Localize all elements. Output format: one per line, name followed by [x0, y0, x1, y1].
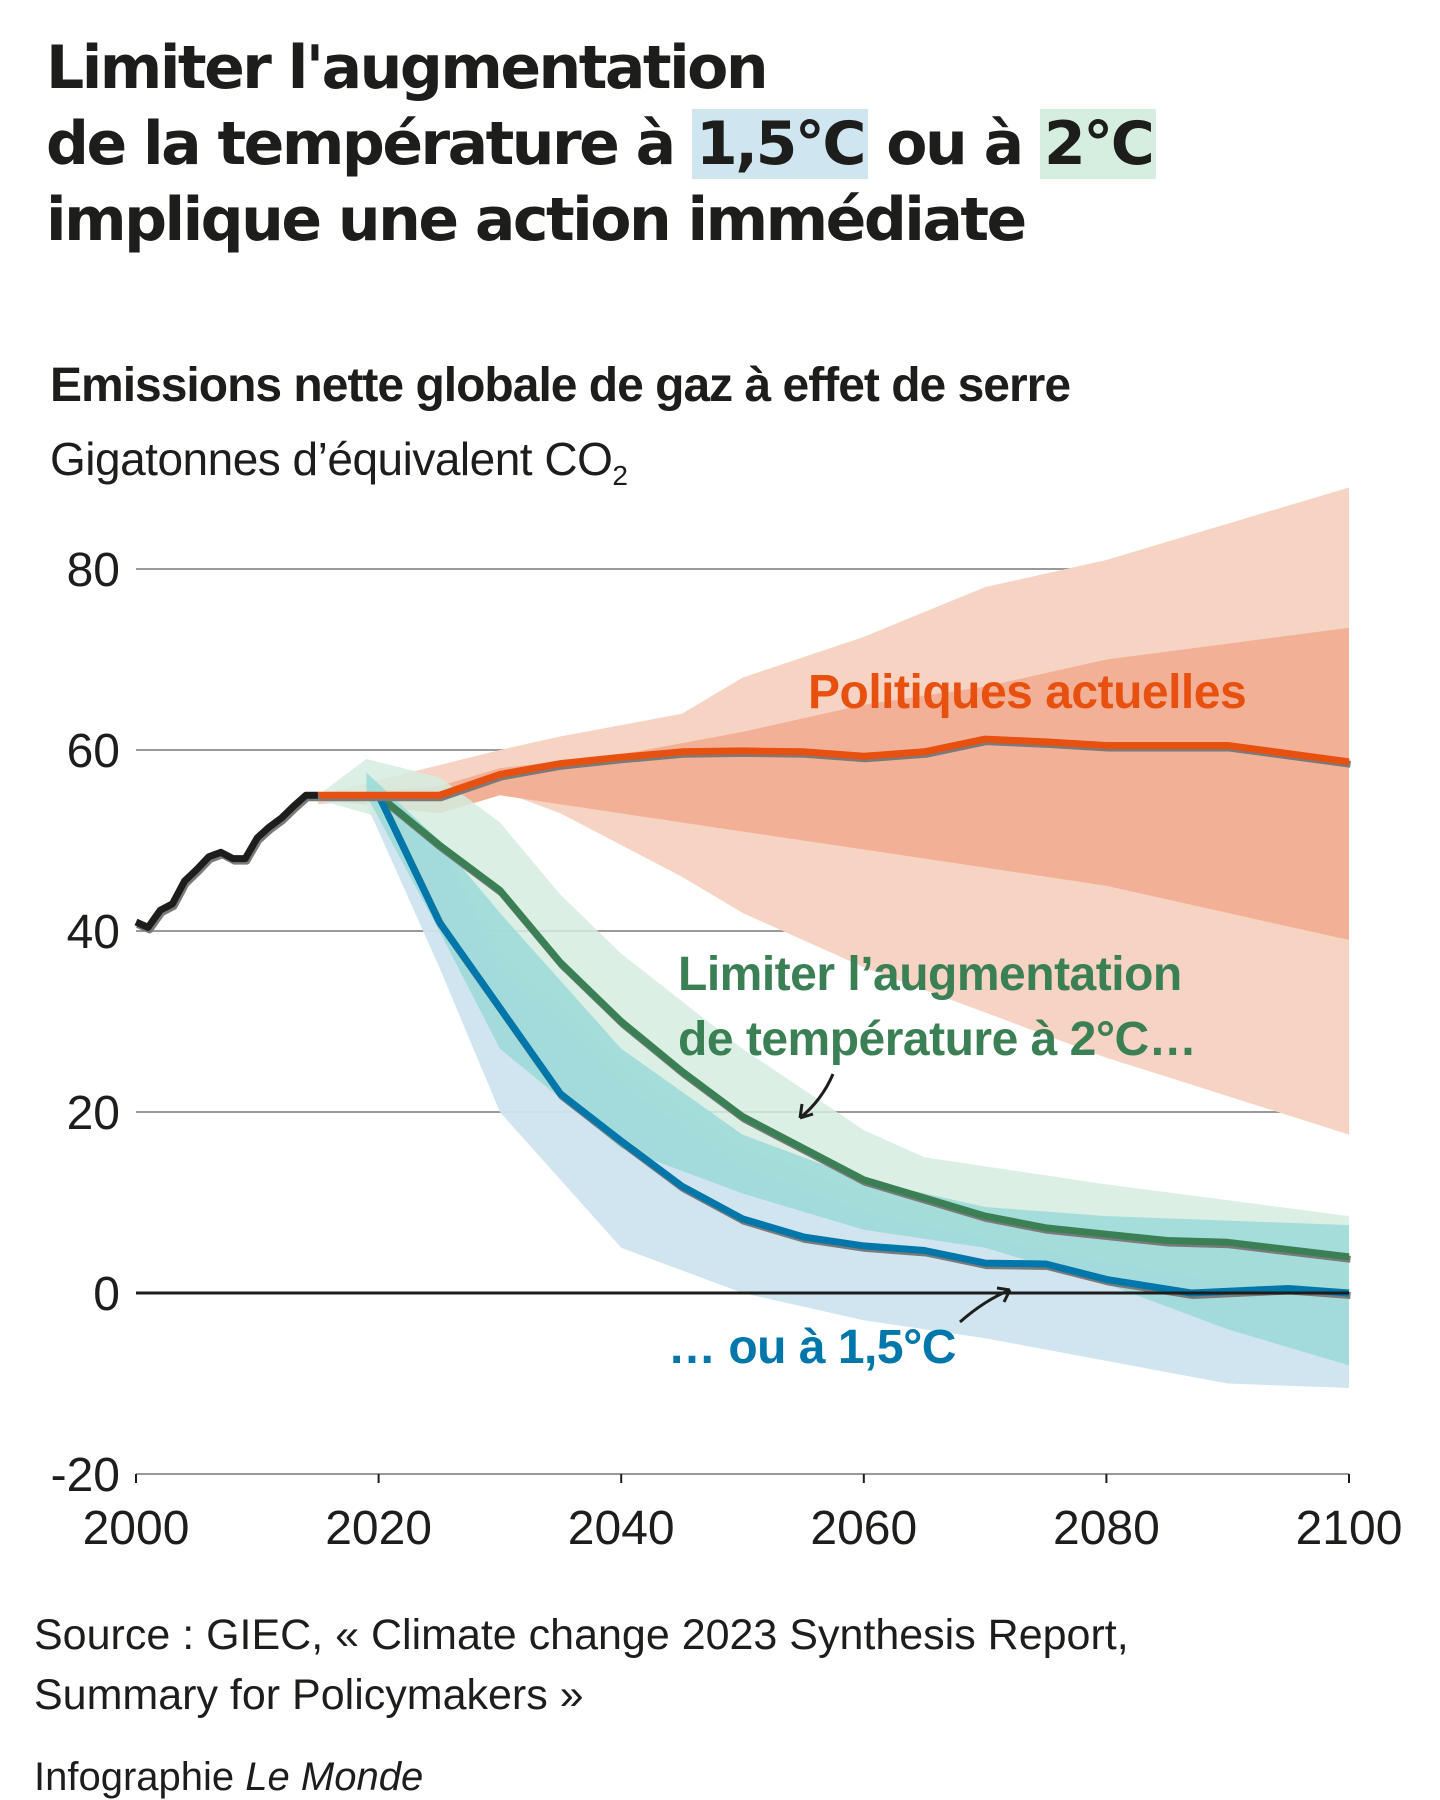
uncertainty-bands [317, 487, 1349, 1388]
y-tick-label: 60 [67, 725, 120, 778]
highlight-2c: 2°C [1039, 109, 1157, 179]
title-line-2-prefix: de la température à [46, 109, 676, 179]
x-tick-label: 2040 [568, 1502, 675, 1555]
highlight-1-5c: 1,5°C [692, 109, 868, 179]
title-line-2: de la température à 1,5°C ou à 2°C [46, 106, 1386, 182]
band-current-policies-inner [317, 627, 1349, 940]
y-tick-label: -20 [51, 1449, 120, 1502]
arrow-2c-icon [798, 1073, 835, 1120]
line-1-5c [375, 793, 1350, 1297]
y-tick-label: 40 [67, 906, 120, 959]
unit-text: Gigatonnes d’équivalent CO [50, 433, 613, 485]
annotations: Politiques actuelles Limiter l’augmentat… [668, 666, 1247, 1374]
y-tick-label: 80 [67, 544, 120, 597]
annotation-2c-line-2: de température à 2°C… [678, 1013, 1196, 1066]
credit: Infographie Le Monde [34, 1755, 423, 1800]
x-tick-label: 2100 [1296, 1502, 1403, 1555]
credit-prefix: Infographie [34, 1755, 235, 1799]
annotation-current-policies: Politiques actuelles [808, 666, 1246, 719]
x-tick-label: 2020 [325, 1502, 432, 1555]
y-tick-label: 0 [93, 1268, 120, 1321]
x-tick-label: 2000 [83, 1502, 190, 1555]
line-historical [134, 791, 318, 931]
y-tick-label: 20 [67, 1087, 120, 1140]
unit-subscript: 2 [612, 460, 628, 492]
title-line-1: Limiter l'augmentation [46, 33, 769, 103]
series-lines [134, 735, 1351, 1299]
band-1-5c-inner [366, 772, 1349, 1366]
chart-title: Limiter l'augmentation de la température… [46, 30, 1386, 258]
line-current-policies [317, 735, 1350, 799]
annotation-1-5c: … ou à 1,5°C [668, 1321, 956, 1374]
chart-subtitle: Emissions nette globale de gaz à effet d… [50, 359, 1071, 412]
credit-brand: Le Monde [245, 1755, 424, 1799]
annotation-2c-line-1: Limiter l’augmentation [678, 948, 1182, 1001]
unit-label: Gigatonnes d’équivalent CO2 [50, 432, 628, 492]
title-line-3: implique une action immédiate [46, 185, 1027, 255]
source-note: Source : GIEC, « Climate change 2023 Syn… [34, 1611, 1129, 1719]
x-tick-label: 2060 [810, 1502, 917, 1555]
arrow-1-5c-icon [959, 1286, 1012, 1324]
line-2c [376, 792, 1350, 1261]
title-line-2-mid: ou à [886, 109, 1024, 179]
x-tick-label: 2080 [1053, 1502, 1160, 1555]
